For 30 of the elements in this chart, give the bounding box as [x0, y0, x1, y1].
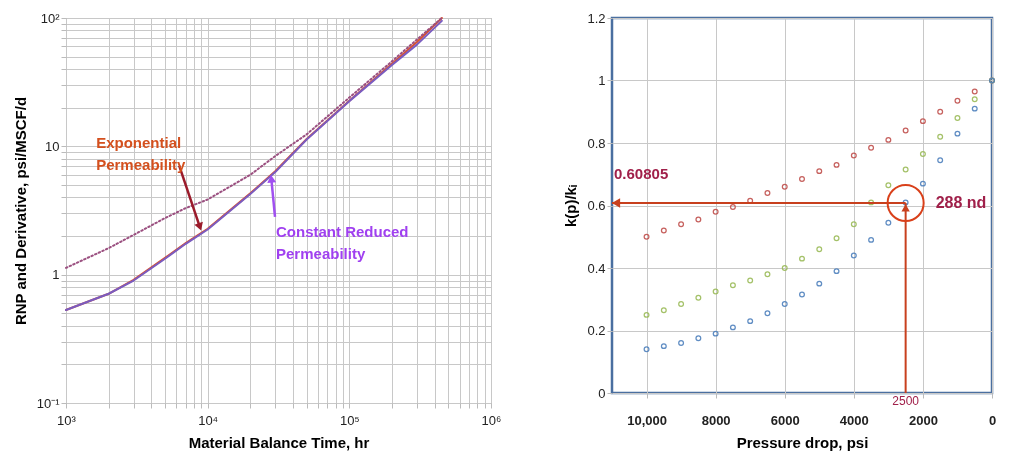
y-tick-label: 0.6 [587, 198, 606, 213]
y-tick-label: 0.2 [587, 323, 606, 338]
x-tick-label: 10⁵ [339, 412, 360, 428]
x-tick-label: 10⁶ [481, 412, 502, 428]
y-axis-title: RNP and Derivative, psi/MSCF/d [11, 96, 29, 326]
y-tick-label: 0.8 [587, 135, 606, 151]
x-tick-label: 10³ [57, 412, 77, 428]
x-tick-label: 10⁴ [198, 412, 219, 428]
ref-line-label: 0.60805 [614, 164, 669, 182]
y-tick-label: 1.2 [587, 10, 606, 26]
x-tick-label: 6000 [770, 412, 800, 428]
y-tick-label: 10⁻¹ [36, 395, 61, 411]
annotation: Constant Reduced Permeability [276, 222, 409, 262]
y-tick-label: 0.4 [587, 260, 606, 276]
x-tick-label: 10,000 [627, 412, 667, 428]
y-tick-label: 10 [45, 138, 60, 154]
y-tick-label: 0 [598, 385, 606, 401]
y-axis-title: k(p)/kᵢ [562, 184, 580, 228]
x-tick-label: 0 [988, 412, 997, 428]
y-tick-label: 1 [52, 267, 60, 283]
ref-line-label: 2500 [892, 394, 920, 408]
x-tick-label: 8000 [701, 412, 731, 428]
x-axis-title: Material Balance Time, hr [188, 433, 370, 451]
annotation: Exponential Permeability [96, 133, 187, 173]
y-tick-label: 10² [40, 10, 61, 26]
x-tick-label: 2000 [908, 412, 938, 428]
y-tick-label: 1 [598, 73, 606, 88]
annotation: 288 nd [935, 194, 987, 211]
x-tick-label: 4000 [839, 412, 869, 428]
x-axis-title: Pressure drop, psi [736, 433, 869, 451]
